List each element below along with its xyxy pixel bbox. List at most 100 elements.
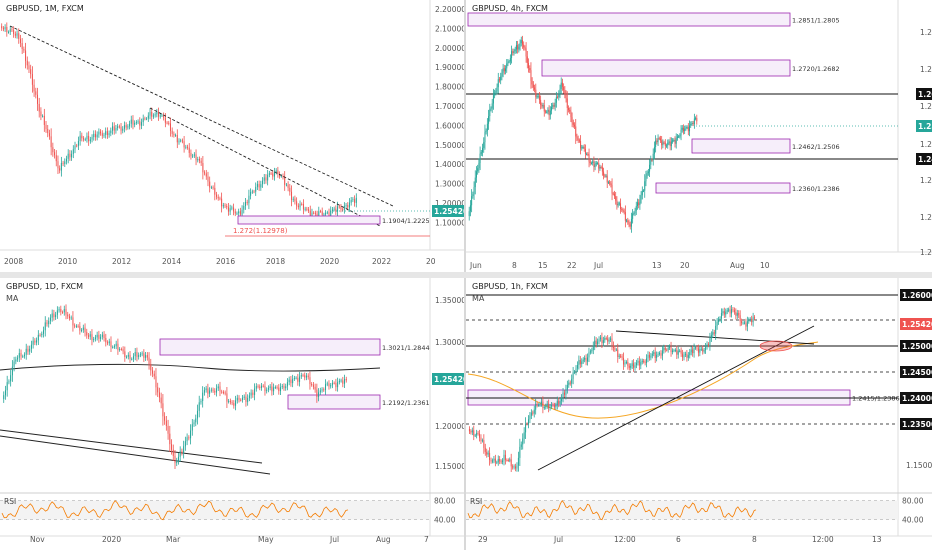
candle (515, 466, 517, 469)
candle (654, 352, 656, 359)
candle (472, 194, 474, 197)
4h-chart-canvas[interactable]: 1.28000 1.27000 1.26000 1.25000 1.24000 1.230… (466, 0, 932, 272)
candle (663, 347, 665, 351)
candle (27, 348, 29, 352)
candle (233, 207, 235, 212)
x-tick-label: 12:00 (812, 535, 834, 544)
candle (281, 386, 283, 388)
candle (81, 329, 83, 331)
candle (330, 385, 332, 387)
candle (191, 424, 193, 431)
candle (496, 87, 498, 91)
candle (532, 412, 534, 414)
candle (268, 173, 270, 175)
candle (616, 200, 618, 206)
candle (634, 365, 636, 368)
candle (302, 204, 304, 210)
candle (197, 159, 199, 161)
candle (497, 458, 499, 463)
candle (477, 432, 479, 434)
candle (592, 161, 594, 164)
candle (164, 416, 166, 421)
x-tick-label: May (258, 535, 274, 544)
candle (127, 126, 129, 128)
candle (200, 400, 202, 403)
candle (625, 362, 627, 364)
candle (482, 147, 484, 153)
monthly-chart-canvas[interactable]: 2.20000 2.10000 2.00000 1.90000 1.80000 1.700… (0, 0, 464, 272)
candle (210, 389, 212, 391)
y-tick-label: 1.15000 (435, 462, 464, 471)
candle (84, 139, 86, 141)
candle (468, 211, 470, 217)
candle (203, 390, 205, 393)
candle (219, 198, 221, 200)
candle (611, 338, 613, 345)
candle (247, 398, 249, 402)
candle (294, 198, 296, 202)
chart-panel-1h[interactable]: 1.350001.300001.200001.1500029Jul12:0068… (466, 278, 932, 550)
candle (555, 96, 557, 103)
candle (68, 316, 70, 319)
candle (290, 379, 292, 384)
candle (32, 340, 34, 345)
1h-chart-canvas[interactable]: 1.350001.300001.200001.1500029Jul12:0068… (466, 278, 932, 550)
ma-indicator-label[interactable]: MA (6, 294, 19, 303)
candle (729, 309, 731, 314)
candle (565, 94, 567, 99)
candle (630, 365, 632, 368)
x-tick-label: Nov (30, 535, 45, 544)
candle (522, 438, 524, 445)
candle (43, 330, 45, 334)
rsi-label: RSI (4, 497, 16, 506)
ma-indicator-label[interactable]: MA (472, 294, 485, 303)
candle (504, 454, 506, 460)
trend-line (9, 25, 394, 207)
candle (130, 119, 132, 124)
candle (16, 33, 18, 36)
x-tick-label: 2016 (216, 257, 235, 266)
candle (316, 389, 318, 397)
candle (326, 383, 328, 385)
candle (162, 403, 164, 417)
candle (217, 196, 219, 199)
candle (535, 89, 537, 98)
daily-chart-canvas[interactable]: 1.350001.300001.250001.200001.15000Nov20… (0, 278, 464, 550)
candle (675, 138, 677, 144)
candle (526, 56, 528, 63)
supply-demand-zone (467, 389, 851, 406)
candle (602, 340, 604, 344)
candle (502, 68, 504, 73)
candle (667, 347, 669, 350)
candle (473, 430, 475, 436)
candle (340, 380, 342, 382)
candle (670, 346, 672, 353)
candle (209, 181, 211, 188)
candle (656, 354, 658, 359)
candle (312, 384, 314, 387)
candle (140, 122, 143, 126)
candle (489, 109, 491, 117)
candle (31, 74, 33, 85)
candle (566, 98, 568, 109)
candle (515, 45, 517, 50)
candle (46, 322, 48, 325)
chart-panel-daily[interactable]: 1.350001.300001.250001.200001.15000Nov20… (0, 278, 464, 550)
supply-demand-zone (691, 138, 791, 154)
candle (150, 364, 152, 371)
supply-demand-zone (467, 12, 791, 27)
candle (543, 407, 545, 409)
candle (645, 175, 647, 182)
candle (277, 170, 279, 175)
candle (214, 390, 216, 393)
candle (660, 353, 662, 356)
candle (337, 382, 339, 388)
chart-panel-4h[interactable]: 1.28000 1.27000 1.26000 1.25000 1.24000 1.230… (466, 0, 932, 272)
candle (612, 193, 614, 195)
candle (204, 172, 206, 174)
panel-divider-horizontal[interactable] (0, 272, 932, 278)
candle (478, 162, 480, 169)
price-tag-bg (916, 88, 932, 100)
candle (670, 141, 672, 147)
chart-panel-monthly[interactable]: 2.20000 2.10000 2.00000 1.90000 1.80000 1.700… (0, 0, 464, 272)
